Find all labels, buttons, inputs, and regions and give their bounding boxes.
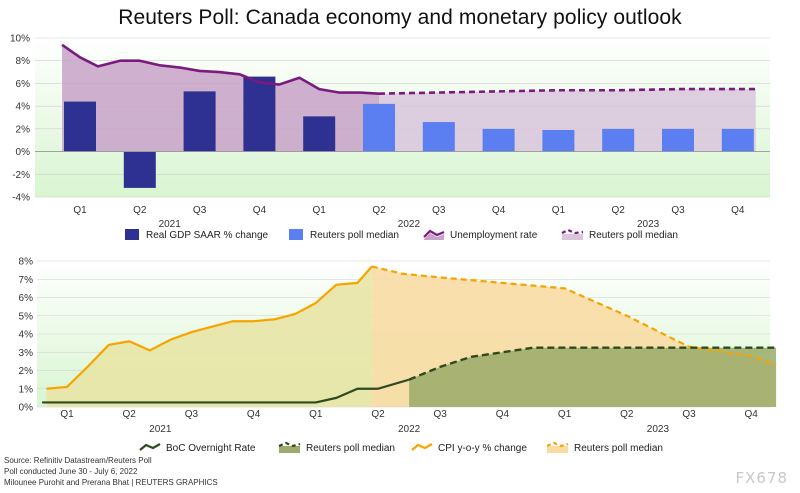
legend-gdp-poll-swatch <box>289 229 303 240</box>
top-year-label: 2023 <box>637 219 660 230</box>
legend-unemp-poll-line-swatch <box>561 228 584 235</box>
legend-gdp-swatch <box>125 229 139 240</box>
top-year-label: 2021 <box>159 219 182 230</box>
cpi-poll-line <box>371 265 777 367</box>
bottom-ytick-label: 2% <box>19 366 34 377</box>
legend-boc-poll-label: Reuters poll median <box>306 443 395 454</box>
bottom-xtick-label: Q2 <box>123 409 137 420</box>
gdp-bar <box>303 116 336 152</box>
legend-cpi-label: CPI y-o-y % change <box>438 443 527 454</box>
unemployment-line <box>61 43 380 95</box>
bottom-year-label: 2021 <box>149 424 172 435</box>
top-xtick-label: Q1 <box>552 205 566 216</box>
gdp-poll-bar <box>422 122 455 152</box>
bottom-xtick-label: Q2 <box>371 409 385 420</box>
gdp-bar <box>183 91 216 152</box>
top-xtick-label: Q2 <box>372 205 386 216</box>
bottom-xtick-label: Q4 <box>745 409 759 420</box>
unemployment-poll-area <box>379 89 756 152</box>
legend-unemp-label: Unemployment rate <box>450 230 538 241</box>
legend-boc-label: BoC Overnight Rate <box>166 443 256 454</box>
gdp-poll-bar <box>602 128 635 152</box>
boc-poll-line <box>408 346 777 381</box>
bottom-year-label: 2022 <box>398 424 421 435</box>
top-ytick-label: -2% <box>12 170 30 181</box>
top-xtick-label: Q2 <box>612 205 626 216</box>
gdp-bar <box>243 76 276 152</box>
bottom-ytick-label: 8% <box>19 257 34 268</box>
top-year-label: 2022 <box>398 219 421 230</box>
bottom-year-label: 2023 <box>647 424 670 435</box>
bottom-xtick-label: Q4 <box>247 409 261 420</box>
bottom-xtick-label: Q3 <box>434 409 448 420</box>
bottom-xtick-label: Q1 <box>558 409 572 420</box>
bottom-ytick-label: 4% <box>19 330 34 341</box>
top-xtick-label: Q3 <box>193 205 207 216</box>
top-xtick-label: Q3 <box>432 205 446 216</box>
legend-cpi-poll-area-swatch <box>547 446 568 453</box>
top-xtick-label: Q1 <box>313 205 327 216</box>
top-xtick-label: Q1 <box>73 205 87 216</box>
top-xtick-label: Q2 <box>133 205 147 216</box>
legend-unemp-area-swatch <box>424 233 444 240</box>
bottom-xtick-label: Q2 <box>620 409 634 420</box>
top-ytick-label: 10% <box>10 34 30 45</box>
top-ytick-label: -4% <box>12 193 30 204</box>
legend-unemp-poll-area-swatch <box>562 234 583 240</box>
cpi-area <box>46 266 372 407</box>
legend-boc-poll-line-swatch <box>278 441 301 448</box>
bottom-ytick-label: 1% <box>19 384 34 395</box>
chart-title: Reuters Poll: Canada economy and monetar… <box>118 6 682 29</box>
bottom-xtick-label: Q1 <box>309 409 323 420</box>
gdp-bar <box>64 101 96 152</box>
credit-note: Milounee Purohit and Prerana Bhat | REUT… <box>4 478 218 487</box>
legend-unemp-line-swatch <box>423 229 445 238</box>
gdp-poll-bar <box>542 129 575 152</box>
bottom-ytick-label: 3% <box>19 348 34 359</box>
top-ytick-label: 8% <box>16 56 31 67</box>
top-xtick-label: Q4 <box>492 205 506 216</box>
source-note: Source: Refinitiv Datastream/Reuters Pol… <box>4 456 152 465</box>
bottom-xtick-label: Q3 <box>682 409 696 420</box>
gdp-bar <box>123 151 156 188</box>
gdp-poll-bar <box>363 103 395 152</box>
gdp-poll-bar <box>482 128 515 152</box>
unemployment-area <box>62 44 380 152</box>
footer-notes: Source: Refinitiv Datastream/Reuters Pol… <box>4 455 218 488</box>
top-xtick-label: Q4 <box>731 205 745 216</box>
top-xtick-label: Q4 <box>253 205 267 216</box>
legend-cpi-poll-line-swatch <box>546 441 569 448</box>
bottom-xtick-label: Q3 <box>185 409 199 420</box>
legend-boc-poll-area-swatch <box>279 446 300 453</box>
gdp-poll-bar <box>662 128 694 152</box>
legend-cpi-poll-label: Reuters poll median <box>574 443 663 454</box>
bottom-ytick-label: 5% <box>19 311 34 322</box>
legend-boc-swatch <box>139 443 161 451</box>
top-ytick-label: 0% <box>16 147 31 158</box>
top-ytick-label: 4% <box>16 102 31 113</box>
legend-unemp-poll-label: Reuters poll median <box>589 230 678 241</box>
gdp-poll-bar <box>721 128 754 152</box>
boc-line <box>42 378 410 404</box>
boc-poll-area <box>409 347 777 407</box>
top-ytick-label: 6% <box>16 79 31 90</box>
poll-note: Poll conducted June 30 - July 6, 2022 <box>4 467 138 476</box>
watermark: FX678 <box>735 469 788 487</box>
bottom-ytick-label: 6% <box>19 293 34 304</box>
bottom-ytick-label: 0% <box>19 403 34 414</box>
top-ytick-label: 2% <box>16 124 31 135</box>
legend-gdp-poll-label: Reuters poll median <box>310 230 399 241</box>
legend-gdp-label: Real GDP SAAR % change <box>146 230 269 241</box>
cpi-line <box>46 265 373 390</box>
bottom-xtick-label: Q1 <box>60 409 74 420</box>
legend-cpi-swatch <box>411 443 433 451</box>
bottom-ytick-label: 7% <box>19 275 34 286</box>
top-xtick-label: Q3 <box>671 205 685 216</box>
bottom-xtick-label: Q4 <box>496 409 510 420</box>
